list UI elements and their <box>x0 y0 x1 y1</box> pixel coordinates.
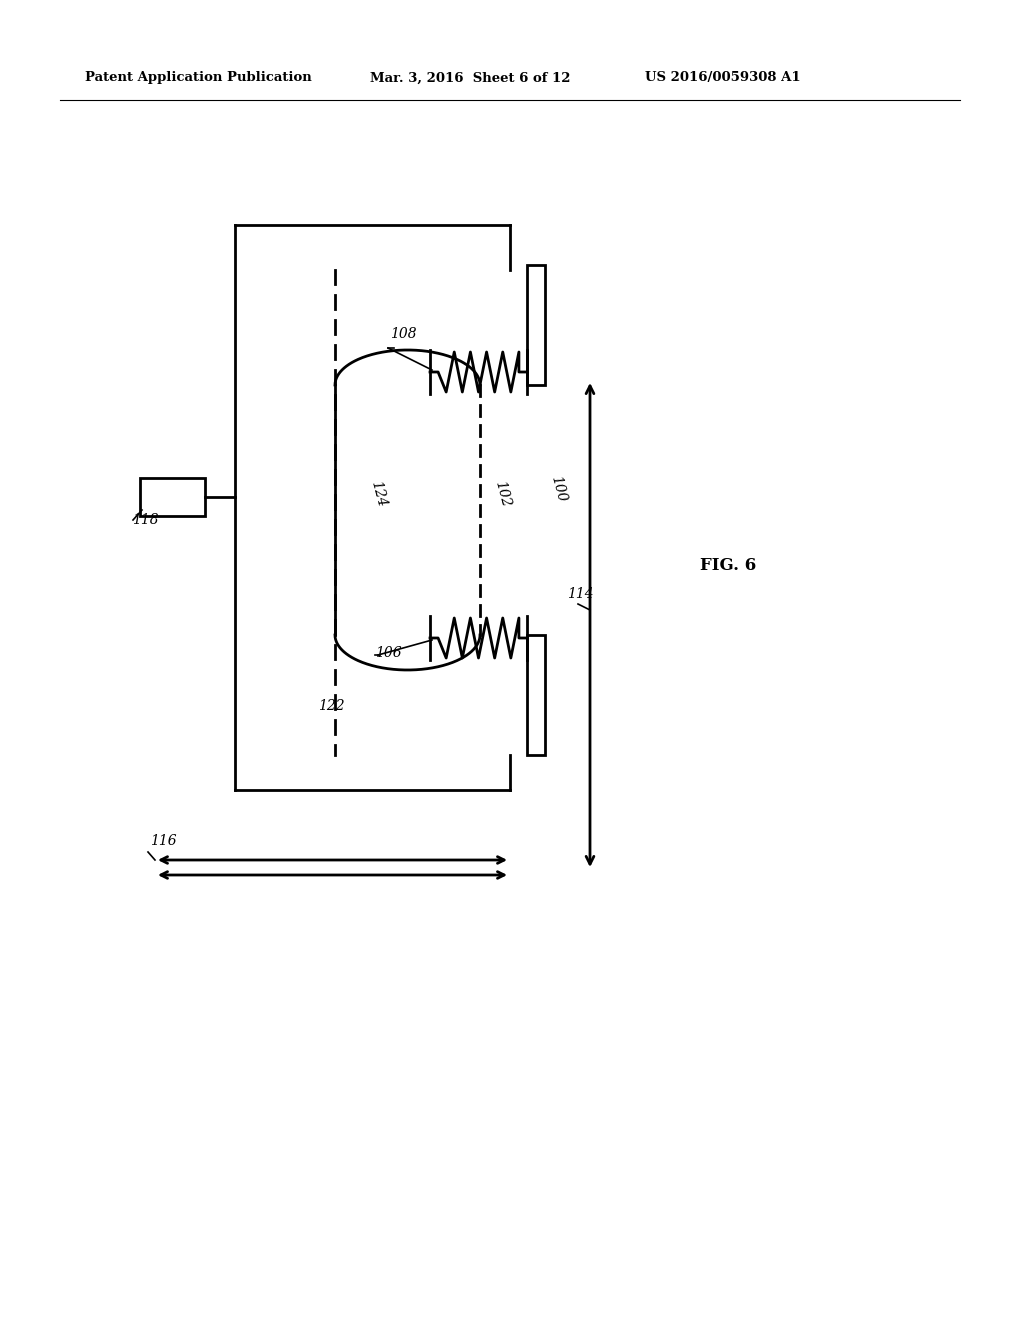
Text: 100: 100 <box>548 474 568 503</box>
Bar <box>140 478 205 516</box>
Text: Mar. 3, 2016  Sheet 6 of 12: Mar. 3, 2016 Sheet 6 of 12 <box>370 71 570 84</box>
Text: FIG. 6: FIG. 6 <box>700 557 757 574</box>
Text: US 2016/0059308 A1: US 2016/0059308 A1 <box>645 71 801 84</box>
Text: 114: 114 <box>567 587 594 601</box>
Text: Patent Application Publication: Patent Application Publication <box>85 71 311 84</box>
Text: 106: 106 <box>375 645 401 660</box>
Text: 116: 116 <box>150 834 176 847</box>
Bar <box>527 265 545 385</box>
Text: 122: 122 <box>318 700 345 713</box>
Text: 118: 118 <box>132 513 159 527</box>
Bar <box>527 635 545 755</box>
Text: 102: 102 <box>492 479 512 508</box>
Text: 108: 108 <box>390 327 417 341</box>
Text: 124: 124 <box>368 479 388 508</box>
